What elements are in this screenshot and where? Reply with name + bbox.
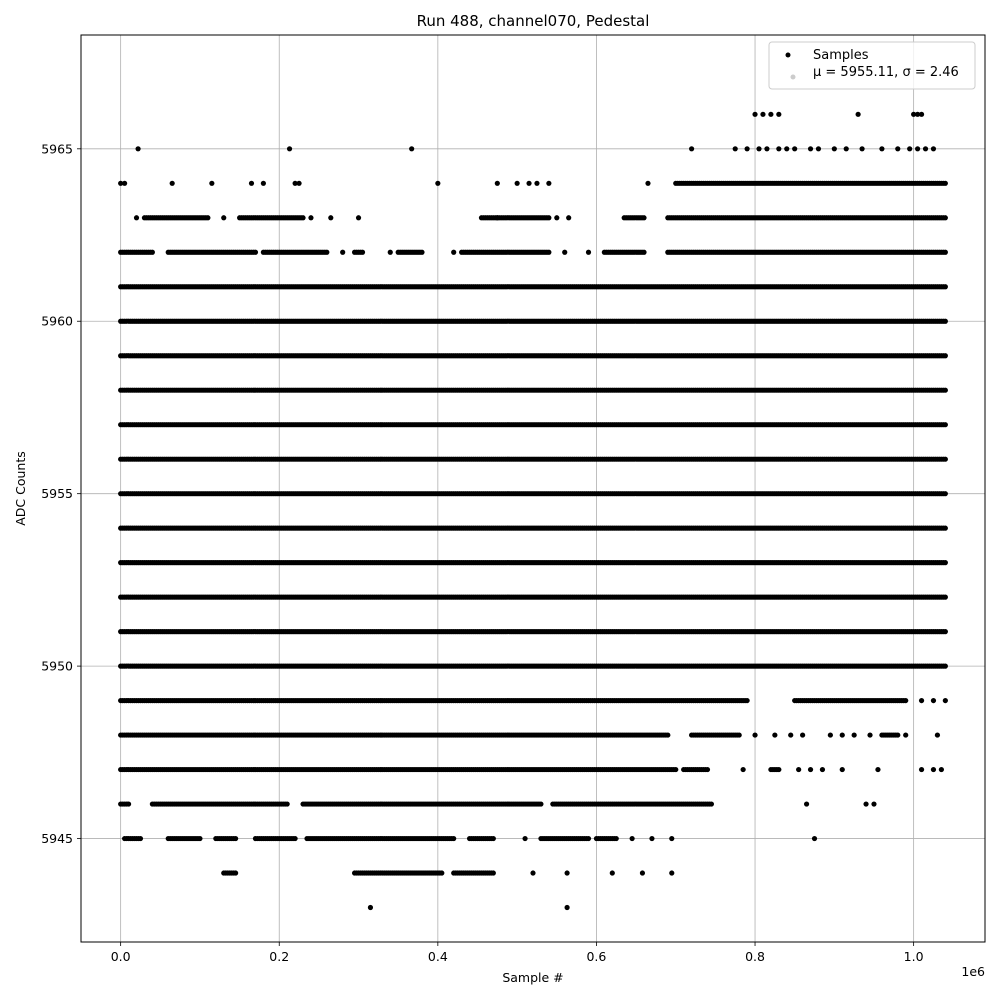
data-point [875, 766, 881, 773]
data-point [839, 732, 845, 738]
data-point [918, 697, 925, 704]
data-point [530, 870, 536, 876]
data-point [796, 766, 802, 773]
data-point [673, 766, 679, 773]
data-point [942, 560, 948, 566]
data-point [942, 422, 948, 428]
data-point [819, 766, 826, 773]
data-point [367, 904, 374, 911]
data-point [669, 870, 675, 876]
data-point [807, 766, 814, 773]
data-point [867, 732, 873, 738]
data-point [942, 663, 948, 669]
data-point [233, 870, 239, 876]
data-point [451, 835, 457, 842]
data-point [585, 835, 592, 842]
data-point [803, 801, 810, 807]
data-point [708, 801, 715, 807]
data-point [649, 835, 655, 842]
data-point [788, 732, 794, 738]
data-point [744, 697, 750, 704]
data-point [863, 801, 869, 807]
data-point [490, 835, 496, 842]
data-point [639, 870, 646, 876]
data-point [752, 732, 758, 738]
data-point [934, 732, 941, 738]
data-point [871, 801, 877, 807]
data-point [851, 732, 857, 738]
data-points [118, 111, 948, 911]
data-point [125, 801, 132, 807]
data-point [284, 801, 290, 807]
data-point [538, 801, 544, 807]
data-point [930, 766, 937, 773]
data-point [903, 732, 909, 738]
data-point [665, 732, 671, 738]
data-point [942, 525, 948, 531]
data-point [776, 766, 782, 773]
data-point [827, 732, 833, 738]
data-point [942, 629, 948, 635]
data-point [740, 766, 746, 773]
data-point [942, 594, 948, 600]
data-point [942, 456, 948, 462]
data-point [938, 766, 944, 773]
data-point [772, 732, 778, 738]
data-point [233, 835, 239, 842]
data-point [669, 835, 675, 842]
data-point [137, 835, 144, 842]
data-point [800, 732, 806, 738]
data-point [736, 732, 742, 738]
data-point [942, 491, 948, 497]
data-point [839, 766, 845, 773]
data-point [613, 835, 619, 842]
data-point [918, 766, 925, 773]
data-point [197, 835, 203, 842]
data-point [895, 732, 901, 738]
data-point [564, 870, 570, 876]
data-point [522, 835, 528, 842]
data-point [811, 835, 818, 842]
data-point [609, 870, 615, 876]
data-point [704, 766, 711, 773]
data-point [439, 870, 445, 876]
data-point [942, 697, 948, 704]
data-point [930, 697, 937, 704]
data-point [629, 835, 635, 842]
data-point [564, 904, 570, 911]
data-point [490, 870, 496, 876]
data-point [292, 835, 298, 842]
data-point [903, 697, 909, 704]
